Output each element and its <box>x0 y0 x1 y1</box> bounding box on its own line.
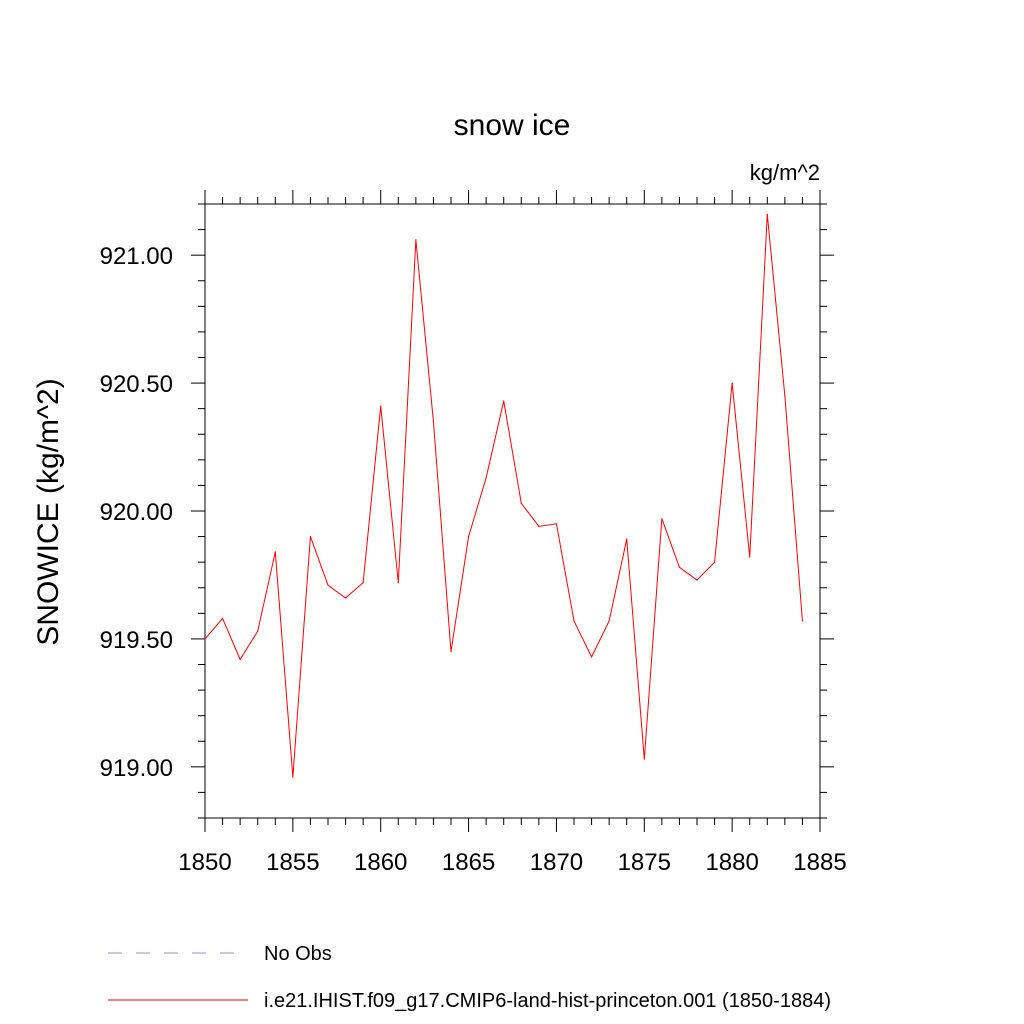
data-point <box>204 638 206 640</box>
data-point <box>450 651 452 653</box>
x-tick-label: 1860 <box>354 849 407 876</box>
data-point <box>503 400 505 402</box>
data-point <box>362 582 364 584</box>
data-point <box>380 405 382 407</box>
y-tick-label: 921.00 <box>100 243 173 270</box>
series-layer <box>204 213 804 778</box>
data-point <box>573 620 575 622</box>
data-point <box>731 382 733 384</box>
data-point <box>678 566 681 568</box>
data-point <box>467 535 470 538</box>
y-tick-labels: 919.00 919.50 920.00 920.50 921.00 <box>100 243 173 782</box>
data-point <box>397 582 399 584</box>
y-tick-label: 920.50 <box>100 371 173 398</box>
x-tick-label: 1885 <box>793 849 846 876</box>
data-point <box>696 579 698 581</box>
data-point <box>608 620 610 622</box>
data-point <box>344 597 347 599</box>
y-tick-label: 919.00 <box>100 755 173 782</box>
data-point <box>713 561 716 563</box>
data-point <box>274 551 276 553</box>
data-point <box>239 658 241 660</box>
legend-label-model-run: i.e21.IHIST.f09_g17.CMIP6-land-hist-prin… <box>264 990 831 1012</box>
x-tick-label: 1870 <box>530 849 583 876</box>
x-tick-label: 1855 <box>266 849 319 876</box>
data-point <box>257 630 259 632</box>
legend-label-no-obs: No Obs <box>264 943 332 965</box>
data-point <box>590 656 593 658</box>
data-point <box>555 523 558 525</box>
data-point <box>626 538 628 540</box>
data-point <box>801 620 804 622</box>
x-tick-label: 1865 <box>442 849 495 876</box>
data-point <box>485 477 487 479</box>
data-point <box>432 420 435 423</box>
x-tick-label: 1875 <box>618 849 671 876</box>
data-point <box>327 584 329 586</box>
axis-ticks <box>191 190 834 832</box>
data-point <box>309 535 312 538</box>
data-point <box>643 758 645 760</box>
data-point <box>766 213 768 215</box>
x-tick-labels: 1850 1855 1860 1865 1870 1875 1880 1885 <box>178 849 846 876</box>
data-point <box>749 556 751 558</box>
x-tick-label: 1880 <box>705 849 758 876</box>
plot-frame <box>204 203 821 819</box>
units-label: kg/m^2 <box>750 160 820 185</box>
y-tick-label: 919.50 <box>100 627 173 654</box>
data-point <box>292 776 294 778</box>
data-point <box>784 395 786 397</box>
chart-title: snow ice <box>454 109 571 142</box>
y-axis-label: SNOWICE (kg/m^2) <box>32 378 65 645</box>
series-line <box>204 214 803 778</box>
legend: No Obs i.e21.IHIST.f09_g17.CMIP6-land-hi… <box>108 943 831 1012</box>
x-tick-label: 1850 <box>178 849 231 876</box>
y-tick-label: 920.00 <box>100 499 173 526</box>
data-point <box>661 518 663 520</box>
data-point <box>415 239 417 241</box>
data-point <box>538 525 540 527</box>
data-point <box>221 617 224 620</box>
data-point <box>520 502 522 504</box>
